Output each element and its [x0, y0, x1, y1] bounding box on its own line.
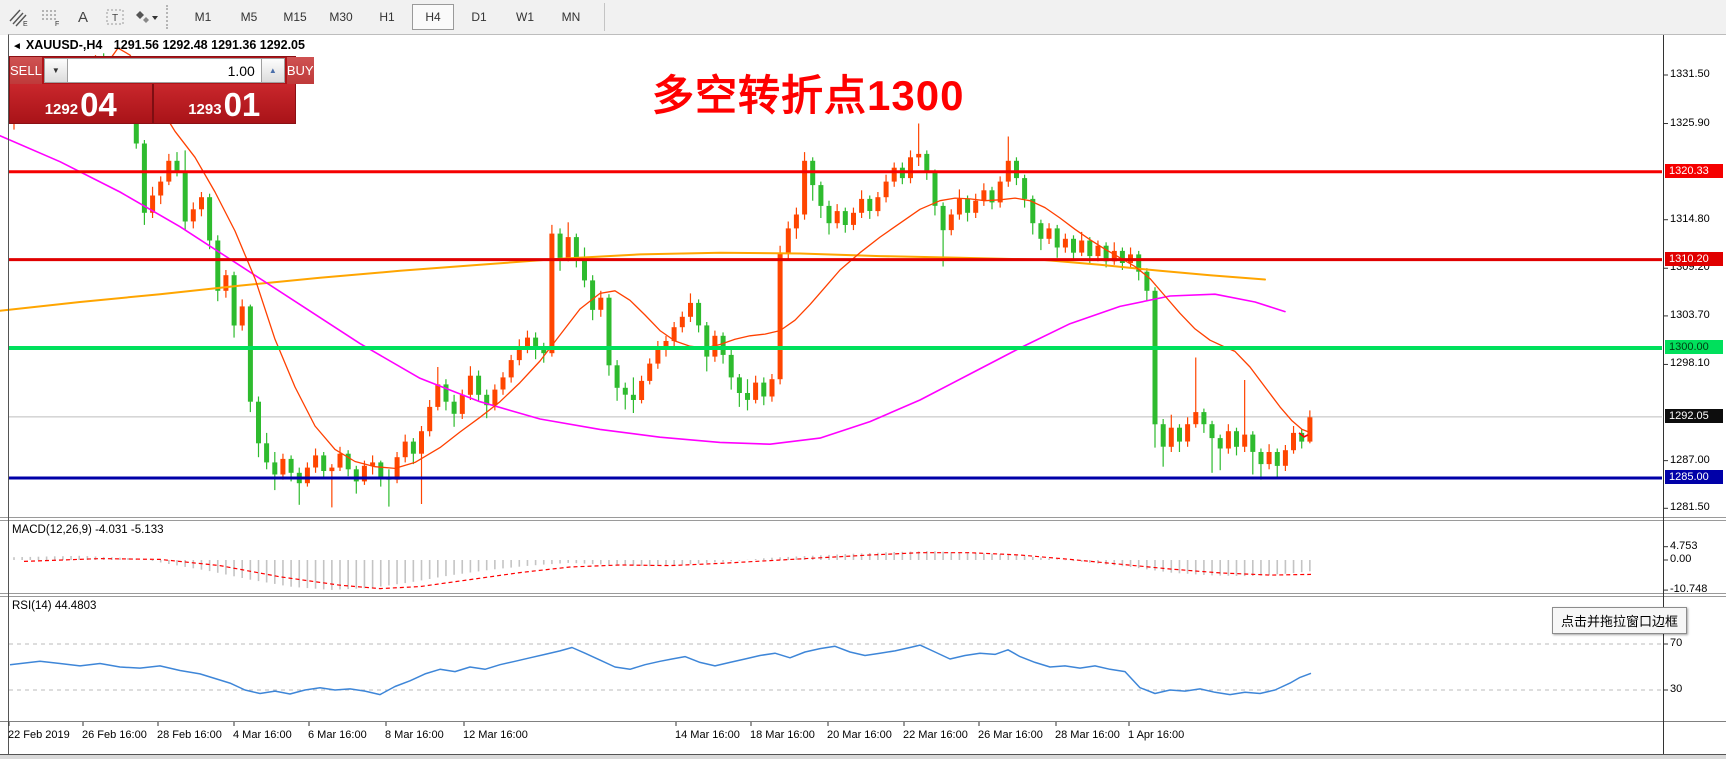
rsi-tick-30: 30 — [1670, 683, 1683, 695]
buy-price-big: 01 — [223, 86, 261, 123]
tf-button-m15[interactable]: M15 — [283, 10, 307, 24]
svg-text:T: T — [112, 13, 118, 24]
price-badge-1320.33: 1320.33 — [1665, 163, 1723, 178]
sell-button[interactable]: SELL — [10, 57, 42, 84]
time-label[interactable]: 1 Apr 16:00 — [1128, 729, 1185, 741]
tf-button-m1[interactable]: M1 — [194, 10, 212, 24]
ma-slow-orange — [0, 251, 1266, 312]
svg-text:F: F — [55, 21, 59, 27]
price-tick-1314.80: 1314.80 — [1670, 212, 1710, 225]
price-tick-1331.50: 1331.50 — [1670, 67, 1710, 80]
sell-price-small: 1292 — [44, 101, 79, 118]
volume-increase-button[interactable]: ▲ — [260, 58, 285, 83]
time-label[interactable]: 18 Mar 16:00 — [750, 729, 815, 741]
text-icon[interactable]: A — [77, 8, 88, 26]
sell-price[interactable]: 1292 04 — [10, 84, 154, 123]
sell-price-big: 04 — [80, 86, 117, 123]
window-bottom-edge — [0, 755, 1726, 759]
time-label[interactable]: 14 Mar 16:00 — [675, 729, 740, 741]
ma-mid-magenta — [0, 134, 1286, 446]
ohlc-quotes: 1291.56 1292.48 1291.36 1292.05 — [113, 38, 305, 52]
buy-price[interactable]: 1293 01 — [153, 84, 295, 123]
sell-arrow-marker — [1298, 432, 1309, 438]
time-label[interactable]: 6 Mar 16:00 — [308, 729, 367, 741]
volume-decrease-button[interactable]: ▼ — [43, 58, 68, 83]
time-label[interactable]: 20 Mar 16:00 — [827, 729, 892, 741]
price-tick-1281.50: 1281.50 — [1670, 501, 1710, 514]
price-badge-1300.00: 1300.00 — [1665, 339, 1723, 354]
drag-window-tooltip: 点击并拖拉窗口边框 — [1552, 607, 1688, 634]
tf-button-w1[interactable]: W1 — [516, 10, 534, 24]
one-click-trading-panel: SELL ▼ ▲ BUY 1292 04 1293 01 — [9, 56, 314, 124]
time-label[interactable]: 22 Mar 16:00 — [903, 729, 968, 741]
text-label-icon[interactable]: T — [102, 5, 128, 29]
rsi-label: RSI(14) 44.4803 — [12, 600, 97, 612]
price-tick-1298.10: 1298.10 — [1670, 357, 1710, 370]
time-label[interactable]: 12 Mar 16:00 — [463, 729, 528, 741]
tf-button-mn[interactable]: MN — [561, 10, 581, 24]
macd-tick-4.753: 4.753 — [1670, 539, 1698, 552]
chart-annotation-text: 多空转折点1300 — [652, 72, 965, 119]
macd-label: MACD(12,26,9) -4.031 -5.133 — [12, 524, 164, 536]
macd-tick--10.748: -10.748 — [1670, 583, 1708, 596]
macd-histogram — [13, 551, 1311, 590]
chart-background — [0, 35, 1726, 755]
buy-button[interactable]: BUY — [286, 57, 314, 84]
tf-button-h1[interactable]: H1 — [379, 10, 395, 24]
time-label[interactable]: 4 Mar 16:00 — [233, 729, 292, 741]
macd-tick-0.00: 0.00 — [1670, 553, 1692, 565]
tf-button-m5[interactable]: M5 — [240, 10, 258, 24]
fibonacci-icon[interactable]: F — [38, 5, 64, 29]
macd-signal-line — [23, 552, 1312, 590]
price-badge-1292.05: 1292.05 — [1665, 408, 1723, 423]
tf-button-h4[interactable]: H4 — [412, 4, 454, 30]
buy-price-small: 1293 — [188, 101, 222, 118]
chart-title: ◄ XAUUSD-,H4 1291.56 1292.48 1291.36 1292… — [12, 38, 305, 52]
toolbar-divider — [604, 3, 605, 31]
svg-text:E: E — [23, 21, 28, 27]
tf-button-m30[interactable]: M30 — [329, 10, 353, 24]
time-label[interactable]: 26 Mar 16:00 — [978, 729, 1043, 741]
rsi-tick-70: 70 — [1670, 637, 1683, 649]
time-label[interactable]: 28 Feb 16:00 — [157, 729, 222, 741]
price-tick-1287.00: 1287.00 — [1670, 453, 1710, 466]
time-label[interactable]: 8 Mar 16:00 — [385, 729, 444, 741]
object-marker-icon: ◄ — [12, 41, 22, 52]
toolbar: E F A T M1 M5 M15 M30 H1 H4 D1 W1 MN — [0, 0, 1726, 35]
time-label[interactable]: 22 Feb 2019 — [8, 729, 70, 741]
tf-button-d1[interactable]: D1 — [471, 10, 487, 24]
price-tick-1325.90: 1325.90 — [1670, 116, 1710, 129]
price-badge-1285.00: 1285.00 — [1665, 469, 1723, 484]
toolbar-separator — [166, 5, 174, 29]
equidistant-channel-icon[interactable]: E — [6, 5, 32, 29]
arrows-icon[interactable] — [134, 5, 160, 29]
symbol-period: XAUUSD-,H4 — [25, 38, 103, 52]
time-label[interactable]: 26 Feb 16:00 — [82, 729, 147, 741]
rsi-line — [9, 644, 1312, 696]
price-tick-1303.70: 1303.70 — [1670, 308, 1710, 321]
volume-input[interactable] — [67, 58, 261, 83]
time-label[interactable]: 28 Mar 16:00 — [1055, 729, 1120, 741]
ma-fast-red — [13, 47, 1312, 470]
price-badge-1310.20: 1310.20 — [1665, 251, 1723, 266]
